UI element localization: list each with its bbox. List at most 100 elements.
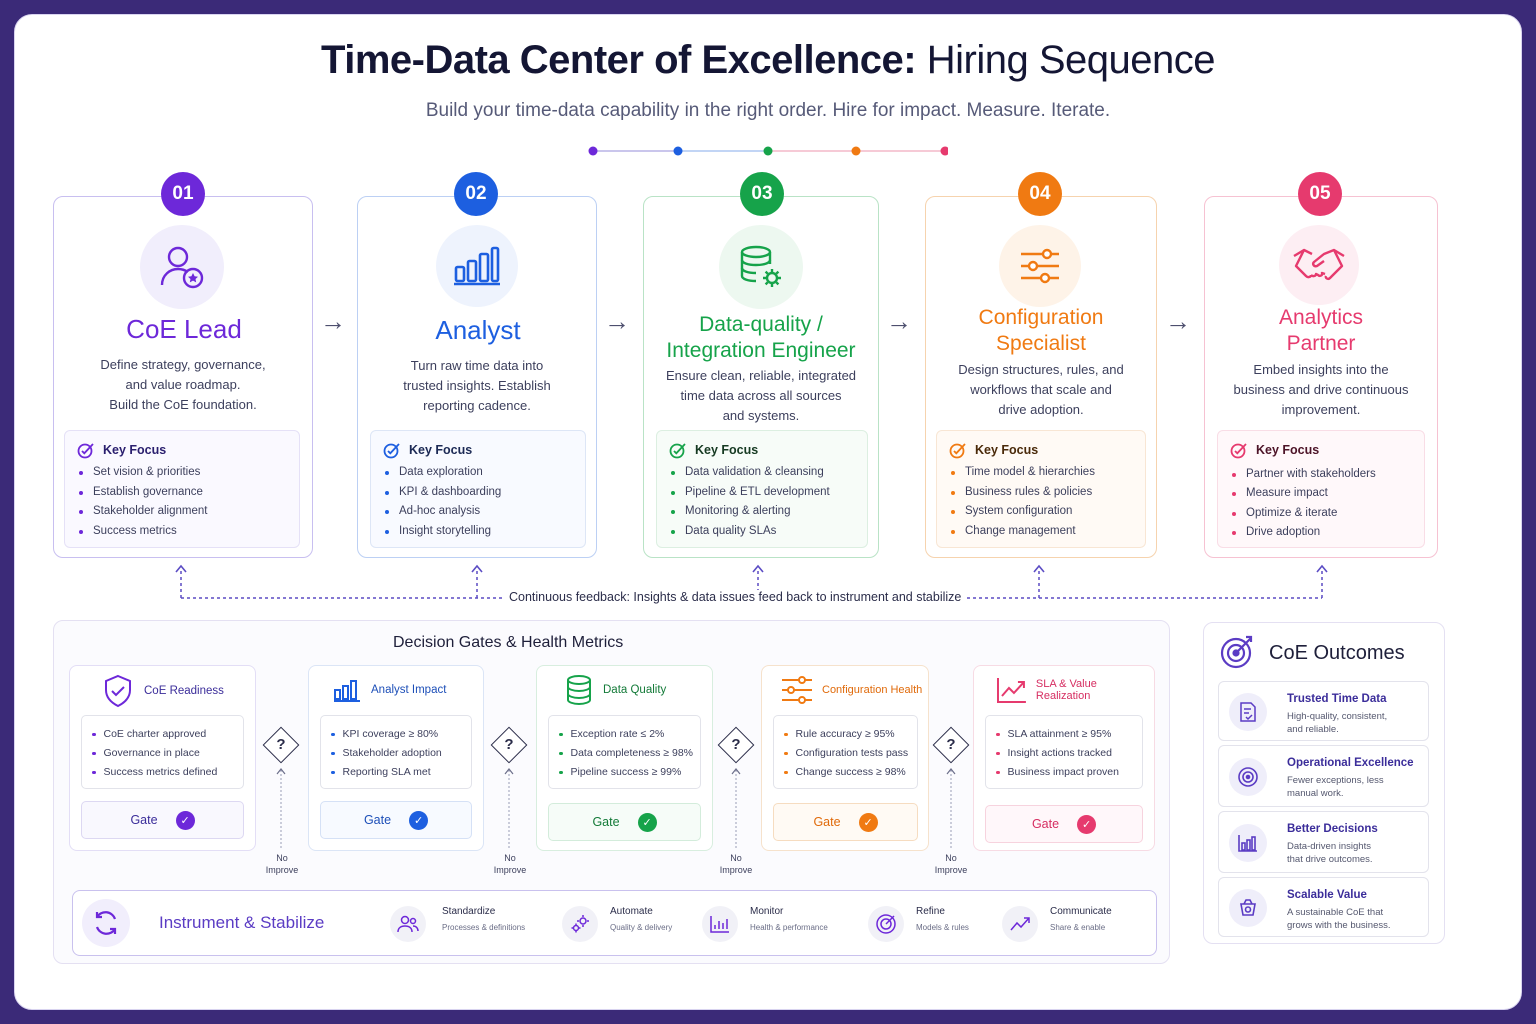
step-badge-05: 05 — [1298, 172, 1342, 216]
no-improve-label: No Improve — [719, 853, 753, 875]
gate-title: Data Quality — [603, 684, 667, 696]
user-star-icon — [140, 225, 224, 309]
outcome-card: Operational Excellence Fewer exceptions,… — [1218, 745, 1429, 807]
page-title: Time-Data Center of Excellence: Hiring S… — [321, 38, 1215, 82]
target-check-icon — [77, 443, 94, 459]
role-title: Configuration Specialist — [978, 306, 1104, 355]
role-title: Analyst — [435, 315, 521, 345]
target-icon — [1219, 634, 1255, 675]
handshake-icon — [1279, 225, 1359, 305]
key-focus-list: Data exploration KPI & dashboarding Ad-hoc… — [385, 463, 501, 542]
question-mark-icon: ? — [276, 736, 286, 753]
gate-title: CoE Readiness — [144, 685, 224, 697]
step-badge-04: 04 — [1018, 172, 1062, 216]
stabilize-step-refine: Refine Models & rules — [868, 906, 969, 942]
check-circle-icon: ✓ — [175, 810, 195, 830]
decision-gates-title: Decision Gates & Health Metrics — [393, 634, 624, 651]
gate-metrics: SLA attainment ≥ 95% Insight actions trac… — [985, 715, 1143, 789]
value-icon — [1229, 889, 1267, 927]
check-circle-icon: ✓ — [637, 812, 657, 832]
role-description: Turn raw time data into trusted insights.… — [403, 358, 551, 413]
gate-title: SLA & Value Realization — [1035, 678, 1097, 702]
step-badge-02: 02 — [454, 172, 498, 216]
page-subtitle: Build your time-data capability in the r… — [425, 100, 1111, 121]
target-icon — [1229, 758, 1267, 796]
gate-button[interactable]: Gate ✓ — [548, 803, 701, 841]
key-focus-list: Time model & hierarchies Business rules &… — [951, 463, 1095, 542]
sliders-icon — [999, 225, 1081, 307]
no-improve-connectors — [276, 768, 956, 850]
role-card-data-quality-engineer: Data-quality / Integration Engineer Ensur… — [643, 196, 879, 558]
gate-metrics: Exception rate ≤ 2% Data completeness ≥ 9… — [548, 715, 701, 789]
arrow-right-icon: → — [604, 306, 630, 336]
role-description: Ensure clean, reliable, integrated time d… — [665, 368, 857, 423]
target-check-icon — [383, 443, 400, 459]
gate-metrics: CoE charter approved Governance in place S… — [81, 715, 244, 789]
gate-button[interactable]: Gate ✓ — [985, 805, 1143, 843]
key-focus-list: Data validation & cleansing Pipeline & ET… — [671, 463, 830, 542]
role-card-configuration-specialist: Configuration Specialist Design structure… — [925, 196, 1157, 558]
role-description: Embed insights into the business and driv… — [1233, 362, 1409, 417]
gate-metrics: Rule accuracy ≥ 95% Configuration tests p… — [773, 715, 918, 789]
question-mark-icon: ? — [731, 736, 741, 753]
no-improve-label: No Improve — [493, 853, 527, 875]
stabilize-step-automate: Automate Quality & delivery — [562, 906, 672, 942]
refresh-icon — [82, 899, 130, 947]
role-card-analyst: Analyst Turn raw time data into trusted i… — [357, 196, 597, 558]
database-gear-icon — [719, 225, 803, 309]
role-card-coe-lead: CoE Lead Define strategy, governance, and… — [53, 196, 313, 558]
stabilize-step-standardize: Standardize Processes & definitions — [390, 906, 525, 942]
chart-icon — [1229, 824, 1267, 862]
outcomes-title: CoE Outcomes — [1269, 642, 1405, 664]
no-improve-label: No Improve — [265, 853, 299, 875]
stabilize-step-monitor: Monitor Health & performance — [702, 906, 828, 942]
target-check-icon — [669, 443, 686, 459]
gate-card-analyst-impact: Analyst Impact KPI coverage ≥ 80% Stakeho… — [308, 665, 484, 851]
gate-card-configuration-health: Configuration Health Rule accuracy ≥ 95%… — [761, 665, 929, 851]
outcome-card: Better Decisions Data-driven insights tha… — [1218, 811, 1429, 873]
role-card-analytics-partner: Analytics Partner Embed insights into the… — [1204, 196, 1438, 558]
key-focus-box: Key Focus Set vision & priorities Establi… — [64, 430, 300, 548]
outcome-card: Scalable Value A sustainable CoE that gro… — [1218, 877, 1429, 937]
role-description: Define strategy, governance, and value ro… — [100, 357, 266, 412]
gate-card-sla-value: SLA & Value Realization SLA attainment ≥… — [973, 665, 1155, 851]
feedback-label: Continuous feedback: Insights & data iss… — [503, 590, 968, 604]
arrow-right-icon: → — [320, 306, 346, 336]
gate-button[interactable]: Gate ✓ — [320, 801, 472, 839]
sliders-icon — [782, 676, 812, 704]
role-title: Data-quality / Integration Engineer — [666, 313, 856, 362]
step-badge-03: 03 — [740, 172, 784, 216]
outcome-card: Trusted Time Data High-quality, consiste… — [1218, 681, 1429, 741]
role-title: Analytics Partner — [1278, 306, 1364, 355]
question-mark-icon: ? — [504, 736, 514, 753]
database-icon — [567, 675, 591, 706]
shield-check-icon — [105, 674, 131, 708]
gate-card-data-quality: Data Quality Exception rate ≤ 2% Data com… — [536, 665, 713, 851]
bar-chart-icon — [436, 225, 518, 307]
step-badge-01: 01 — [161, 172, 205, 216]
stabilize-step-communicate: Communicate Share & enable — [1002, 906, 1112, 942]
check-circle-icon: ✓ — [858, 812, 878, 832]
monitor-icon — [702, 906, 738, 942]
key-focus-list: Partner with stakeholders Measure impact O… — [1232, 465, 1376, 543]
bar-chart-icon — [334, 680, 360, 702]
gate-card-coe-readiness: CoE Readiness CoE charter approved Govern… — [69, 665, 256, 851]
question-mark-icon: ? — [946, 736, 956, 753]
key-focus-box: Key Focus Partner with stakeholders Measu… — [1217, 430, 1425, 548]
key-focus-box: Key Focus Data validation & cleansing Pip… — [656, 430, 868, 548]
arrow-right-icon: → — [1165, 306, 1191, 336]
role-title: CoE Lead — [126, 314, 242, 344]
trend-icon — [1002, 906, 1038, 942]
trend-up-icon — [996, 678, 1026, 703]
no-improve-label: No Improve — [934, 853, 968, 875]
people-icon — [390, 906, 426, 942]
gate-button[interactable]: Gate ✓ — [81, 801, 244, 839]
target-check-icon — [1230, 443, 1247, 459]
key-focus-box: Key Focus Data exploration KPI & dashboar… — [370, 430, 586, 548]
check-circle-icon: ✓ — [1077, 814, 1097, 834]
gate-title: Analyst Impact — [371, 684, 447, 696]
gate-button[interactable]: Gate ✓ — [773, 803, 918, 841]
role-description: Design structures, rules, and workflows t… — [958, 362, 1124, 417]
key-focus-box: Key Focus Time model & hierarchies Busine… — [936, 430, 1146, 548]
key-focus-list: Set vision & priorities Establish governa… — [79, 463, 207, 542]
